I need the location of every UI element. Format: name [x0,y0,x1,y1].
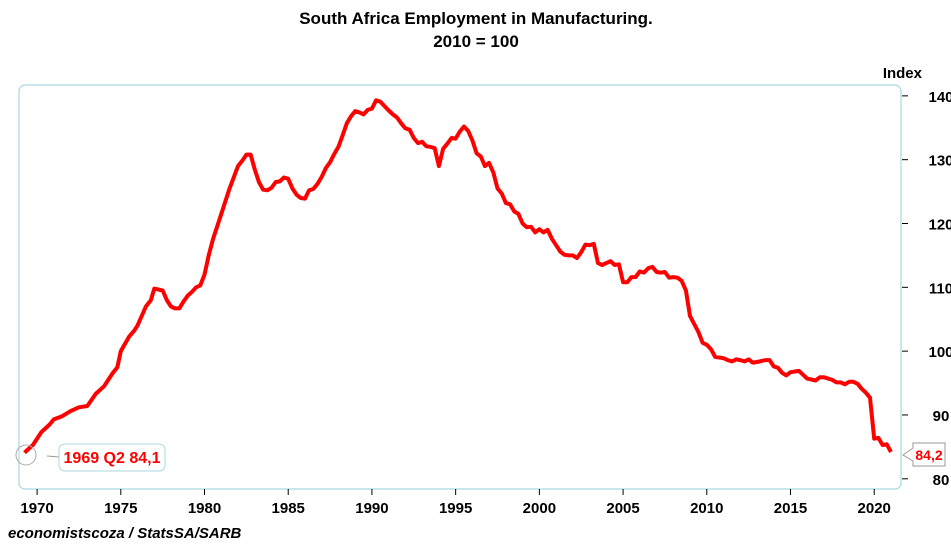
series-line [23,98,893,455]
y-tick-label: 110 [929,280,951,297]
start-marker-circle [15,444,37,466]
plot-area [18,84,902,490]
x-tick-label: 2005 [606,500,639,517]
y-tick-label: 120 [928,216,951,233]
chart-subtitle: 2010 = 100 [433,32,519,51]
x-tick-label: 2010 [690,500,723,517]
y-tick-label: 140 [928,89,951,106]
x-tick-label: 1975 [104,500,137,517]
end-callout-label: 84,2 [915,447,942,463]
x-tick-label: 2020 [858,500,891,517]
y-tick-label: 100 [928,344,951,361]
chart-title: South Africa Employment in Manufacturing… [299,9,653,28]
x-tick-label: 1995 [439,500,472,517]
x-tick-label: 1990 [355,500,388,517]
y-tick-label: 130 [928,153,951,170]
start-callout-label: 1969 Q2 84,1 [64,450,161,467]
x-tick-label: 1985 [272,500,305,517]
end-callout-box [902,442,946,467]
x-tick-label: 1980 [188,500,221,517]
start-callout-leader [46,455,60,458]
x-tick-label: 1970 [20,500,53,517]
start-callout-box [58,443,166,472]
y-axis-label: Index [883,65,923,82]
x-tick-label: 2015 [774,500,807,517]
x-tick-label: 2000 [523,500,556,517]
source-note: economistscoza / StatsSA/SARB [8,525,242,542]
y-tick-label: 90 [933,408,950,425]
y-tick-label: 80 [933,472,950,489]
